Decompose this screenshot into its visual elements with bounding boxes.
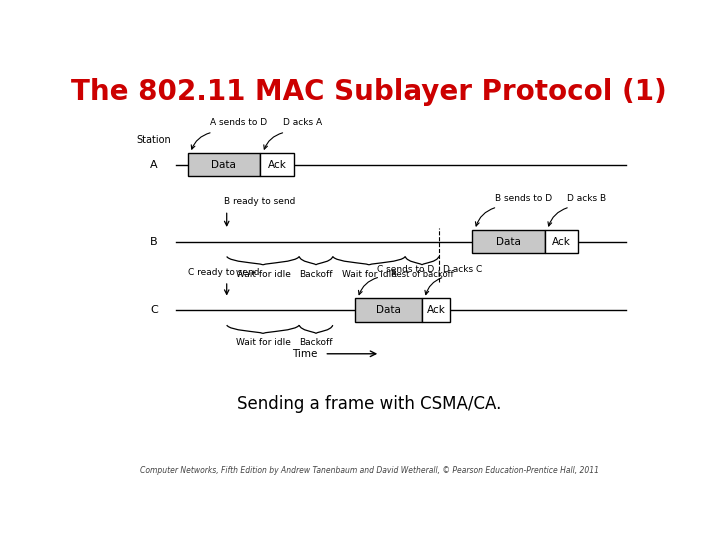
Bar: [545, 230, 578, 253]
Text: C ready to send: C ready to send: [188, 268, 259, 277]
Text: Wait for idle: Wait for idle: [235, 270, 290, 279]
Text: Ack: Ack: [552, 237, 571, 247]
Text: D acks A: D acks A: [282, 118, 322, 127]
Text: C sends to D: C sends to D: [377, 265, 435, 274]
Text: Sending a frame with CSMA/CA.: Sending a frame with CSMA/CA.: [237, 395, 501, 413]
Text: Rest of backoff: Rest of backoff: [391, 270, 454, 279]
Bar: [422, 299, 450, 322]
Text: Time: Time: [292, 349, 324, 359]
Text: C: C: [150, 305, 158, 315]
Text: Ack: Ack: [268, 160, 287, 170]
Bar: [188, 153, 260, 176]
Text: Station: Station: [137, 134, 171, 145]
Text: B: B: [150, 237, 158, 247]
Text: Data: Data: [212, 160, 236, 170]
Bar: [355, 299, 422, 322]
Text: Backoff: Backoff: [300, 270, 333, 279]
Bar: [260, 153, 294, 176]
Text: A sends to D: A sends to D: [210, 118, 267, 127]
Text: D acks C: D acks C: [444, 265, 482, 274]
Text: Ack: Ack: [426, 305, 446, 315]
Text: Backoff: Backoff: [300, 339, 333, 347]
Text: Wait for idle: Wait for idle: [341, 270, 397, 279]
Text: Data: Data: [376, 305, 401, 315]
Text: B sends to D: B sends to D: [495, 194, 552, 203]
Text: D acks B: D acks B: [567, 194, 606, 203]
Text: The 802.11 MAC Sublayer Protocol (1): The 802.11 MAC Sublayer Protocol (1): [71, 78, 667, 106]
Bar: [472, 230, 545, 253]
Text: B ready to send: B ready to send: [224, 197, 295, 206]
Text: Data: Data: [496, 237, 521, 247]
Text: Wait for idle: Wait for idle: [235, 339, 290, 347]
Text: A: A: [150, 160, 158, 170]
Text: Computer Networks, Fifth Edition by Andrew Tanenbaum and David Wetherall, © Pear: Computer Networks, Fifth Edition by Andr…: [140, 465, 598, 475]
